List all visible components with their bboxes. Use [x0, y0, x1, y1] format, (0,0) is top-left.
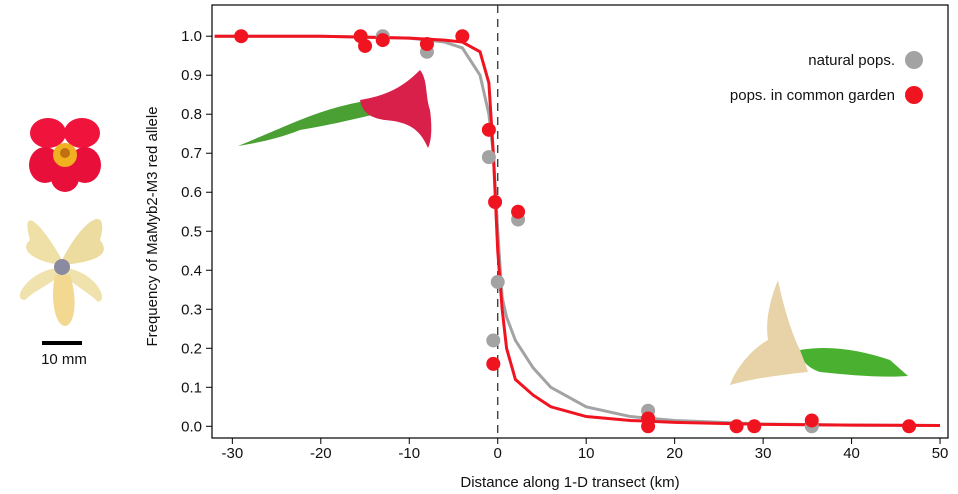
data-point	[902, 419, 917, 434]
y-tick-label: 0.2	[181, 340, 202, 357]
x-tick-label: -30	[222, 445, 244, 462]
legend-marker	[905, 86, 923, 104]
flower-illustration-red	[238, 70, 432, 148]
x-tick-label: 30	[755, 445, 772, 462]
y-tick-label: 0.8	[181, 106, 202, 123]
x-tick-label: -20	[310, 445, 332, 462]
legend-label: pops. in common garden	[730, 87, 895, 104]
data-point	[375, 33, 390, 48]
x-tick-label: -10	[398, 445, 420, 462]
data-point	[641, 411, 656, 426]
x-tick-label: 20	[666, 445, 683, 462]
y-tick-label: 0.9	[181, 67, 202, 84]
cline-curve	[214, 34, 941, 428]
data-point	[455, 29, 470, 44]
legend-label: natural pops.	[808, 52, 895, 69]
yellow-flower	[19, 218, 104, 326]
data-point	[511, 204, 526, 219]
scale-bar-label: 10 mm	[41, 351, 87, 368]
y-tick-label: 0.6	[181, 184, 202, 201]
y-tick-label: 0.7	[181, 145, 202, 162]
y-tick-label: 0.5	[181, 223, 202, 240]
data-point	[729, 419, 744, 434]
x-tick-label: 50	[932, 445, 949, 462]
data-point	[481, 150, 496, 165]
legend-marker	[905, 51, 923, 69]
data-point	[358, 38, 373, 53]
y-axis-label: Frequency of MaMyb2-M3 red allele	[144, 106, 161, 346]
data-point	[747, 419, 762, 434]
x-axis-label: Distance along 1-D transect (km)	[460, 474, 679, 491]
red-flower	[29, 118, 101, 192]
y-tick-label: 0.0	[181, 418, 202, 435]
data-point	[419, 37, 434, 52]
data-point	[234, 29, 249, 44]
y-tick-label: 0.4	[181, 262, 202, 279]
cline-curve	[214, 34, 941, 428]
x-tick-label: 0	[494, 445, 502, 462]
x-tick-label: 40	[843, 445, 860, 462]
flower-illustration-pale	[730, 280, 908, 385]
y-tick-label: 1.0	[181, 28, 202, 45]
y-tick-label: 0.1	[181, 379, 202, 396]
x-tick-label: 10	[578, 445, 595, 462]
plot-frame	[211, 4, 949, 439]
data-point	[490, 274, 505, 289]
data-point	[486, 333, 501, 348]
data-point	[486, 356, 501, 371]
data-point	[804, 413, 819, 428]
data-point	[488, 194, 503, 209]
data-point	[481, 122, 496, 137]
y-tick-label: 0.3	[181, 301, 202, 318]
